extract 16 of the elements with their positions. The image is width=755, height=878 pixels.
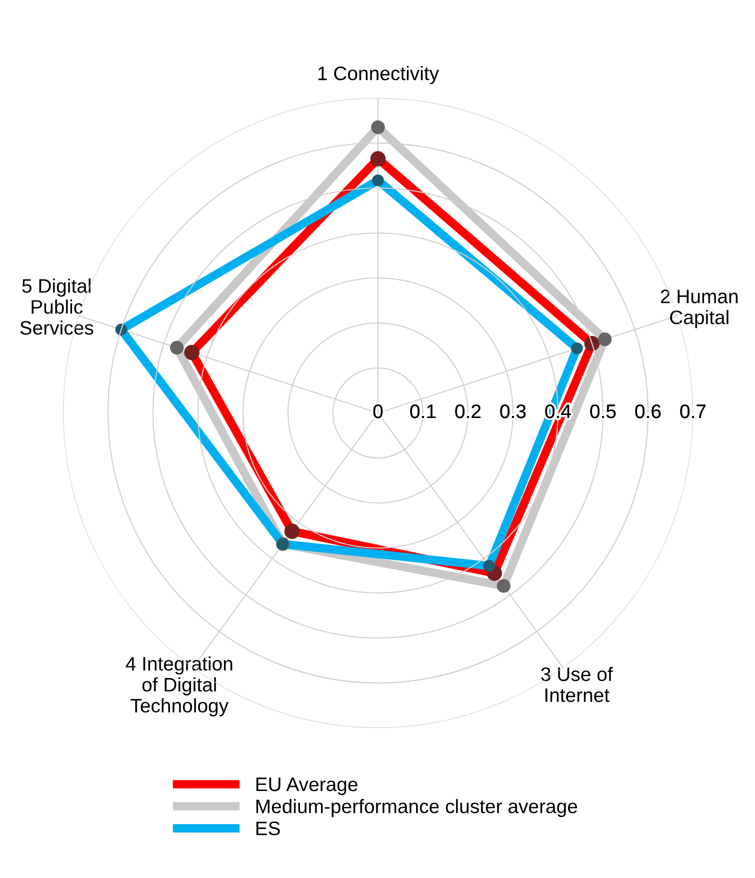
y-tick-label: 0.7 xyxy=(680,404,706,418)
y-tick-label: 0 xyxy=(373,404,383,418)
y-tick-label: 0.3 xyxy=(500,404,526,418)
legend-label: EU Average xyxy=(256,778,358,796)
y-tick-label: 0.4 xyxy=(545,404,571,418)
y-tick-label: 0.6 xyxy=(635,404,661,418)
spoke-label: 2 Human Capital xyxy=(660,290,738,328)
y-tick-label: 0.1 xyxy=(410,404,436,418)
spoke-label: 1 Connectivity xyxy=(318,66,440,84)
y-tick-label: 0.2 xyxy=(455,404,481,418)
y-tick-label: 0.5 xyxy=(590,404,616,418)
legend-label: ES xyxy=(256,822,280,836)
spoke-label: 4 Integration of Digital Technology xyxy=(126,656,232,716)
spoke-label: 5 Digital Public Services xyxy=(20,278,94,335)
spoke-label: 3 Use of Internet xyxy=(541,666,613,702)
legend-label: Medium-performance cluster average xyxy=(256,798,578,818)
